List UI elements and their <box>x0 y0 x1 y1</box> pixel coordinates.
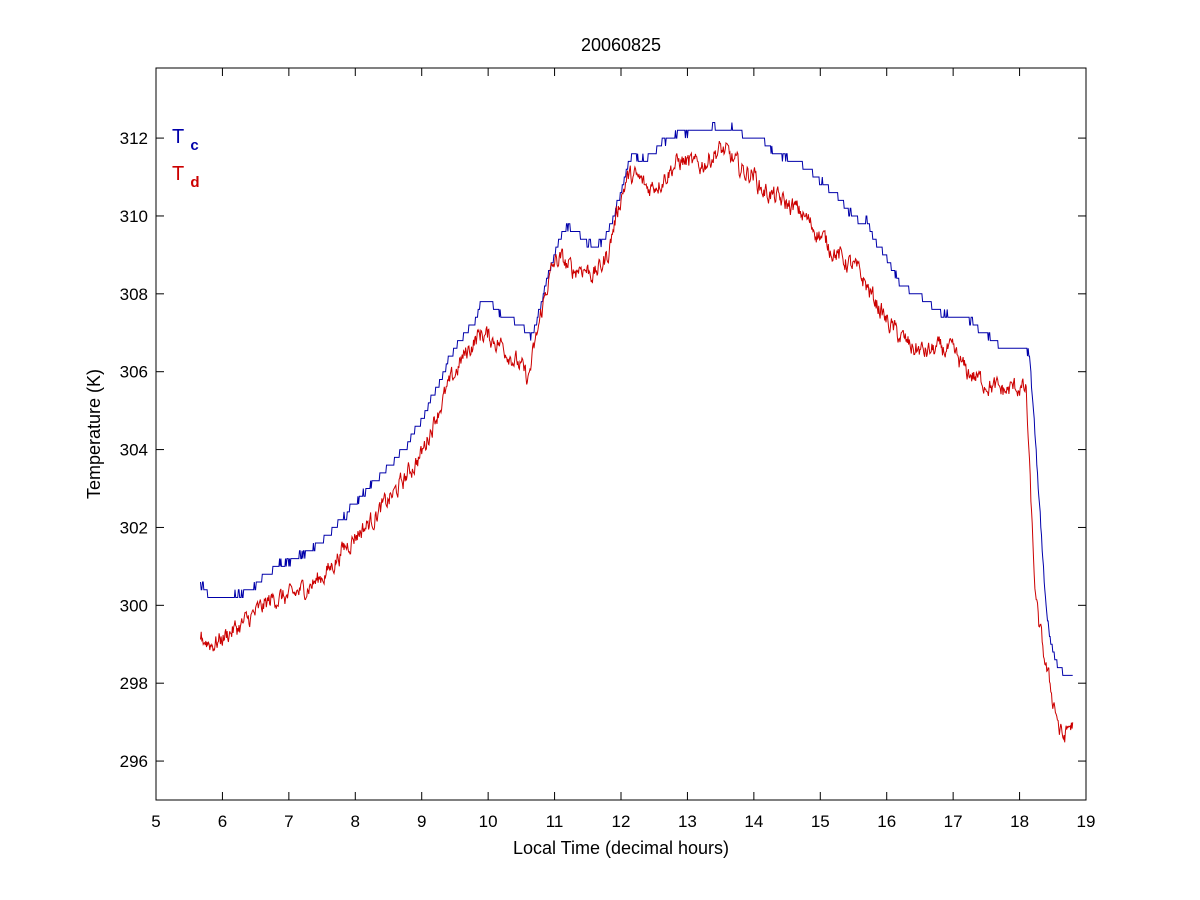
x-tick-label: 11 <box>546 812 564 831</box>
x-tick-label: 8 <box>351 812 360 831</box>
x-tick-label: 15 <box>811 812 830 831</box>
chart-title: 20060825 <box>581 35 661 55</box>
y-tick-label: 302 <box>120 518 148 537</box>
x-tick-label: 6 <box>218 812 227 831</box>
x-tick-label: 5 <box>151 812 160 831</box>
x-tick-label: 18 <box>1010 812 1029 831</box>
y-tick-label: 304 <box>120 441 148 460</box>
y-tick-label: 308 <box>120 285 148 304</box>
y-axis-label: Temperature (K) <box>84 369 104 499</box>
x-tick-label: 13 <box>678 812 697 831</box>
x-tick-label: 7 <box>284 812 293 831</box>
x-tick-label: 16 <box>877 812 896 831</box>
y-axis-ticks: 296 298 300 302 304 306 308 310 312 <box>120 129 1086 771</box>
series-layer <box>200 122 1074 743</box>
plot-area <box>155 67 1087 801</box>
x-axis-ticks: 5 6 7 8 9 10 11 12 13 14 15 16 17 18 19 <box>151 68 1095 831</box>
y-tick-label: 300 <box>120 596 148 615</box>
legend-tc-main: T <box>172 126 184 148</box>
x-tick-label: 12 <box>612 812 631 831</box>
legend-td-sub: d <box>190 174 199 191</box>
y-tick-label: 310 <box>120 207 148 226</box>
y-tick-label: 306 <box>120 363 148 382</box>
x-tick-label: 19 <box>1077 812 1096 831</box>
x-tick-label: 17 <box>944 812 963 831</box>
x-tick-label: 14 <box>744 812 763 831</box>
x-tick-label: 10 <box>479 812 498 831</box>
legend-tc-sub: c <box>190 137 198 154</box>
legend: T c T d <box>172 126 200 191</box>
legend-entry-td: T d <box>172 163 200 191</box>
y-tick-label: 298 <box>120 674 148 693</box>
series-line-td <box>200 140 1074 743</box>
legend-entry-tc: T c <box>172 126 199 154</box>
x-axis-label: Local Time (decimal hours) <box>513 838 729 858</box>
legend-td-main: T <box>172 163 184 185</box>
x-tick-label: 9 <box>417 812 426 831</box>
y-tick-label: 312 <box>120 129 148 148</box>
y-tick-label: 296 <box>120 752 148 771</box>
series-line-tc <box>200 122 1073 676</box>
